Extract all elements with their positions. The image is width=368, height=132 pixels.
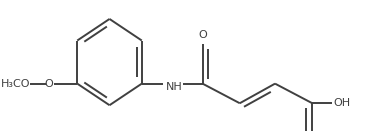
Text: H₃CO: H₃CO xyxy=(1,79,30,89)
Text: O: O xyxy=(198,30,207,40)
Text: NH: NH xyxy=(166,82,183,92)
Text: O: O xyxy=(44,79,53,89)
Text: OH: OH xyxy=(334,98,351,108)
